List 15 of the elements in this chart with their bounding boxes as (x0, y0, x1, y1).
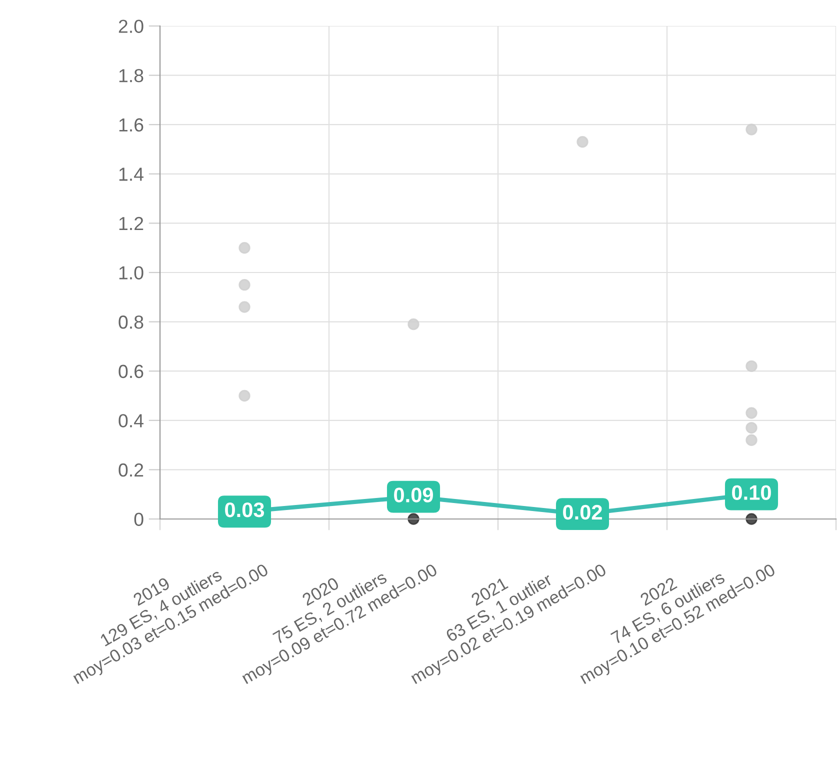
data-label: 0.02 (563, 504, 602, 520)
y-tick-label: 0.2 (118, 463, 144, 477)
data-label: 0.03 (225, 502, 264, 518)
data-label: 0.09 (394, 488, 434, 502)
y-tick-label: 0 (134, 512, 144, 526)
y-tick-label: 0.6 (118, 364, 144, 378)
y-tick-label: 1.8 (119, 69, 144, 82)
y-tick-label: 1.4 (119, 168, 144, 181)
y-tick-label: 1.6 (119, 118, 144, 132)
y-tick-label: 0.4 (118, 414, 144, 428)
y-tick-label: 1.0 (119, 266, 144, 280)
y-tick-label: 2.0 (118, 20, 144, 33)
y-tick-label: 1.2 (119, 216, 144, 230)
data-label: 0.10 (732, 485, 771, 500)
y-tick-label: 0.8 (118, 316, 144, 329)
